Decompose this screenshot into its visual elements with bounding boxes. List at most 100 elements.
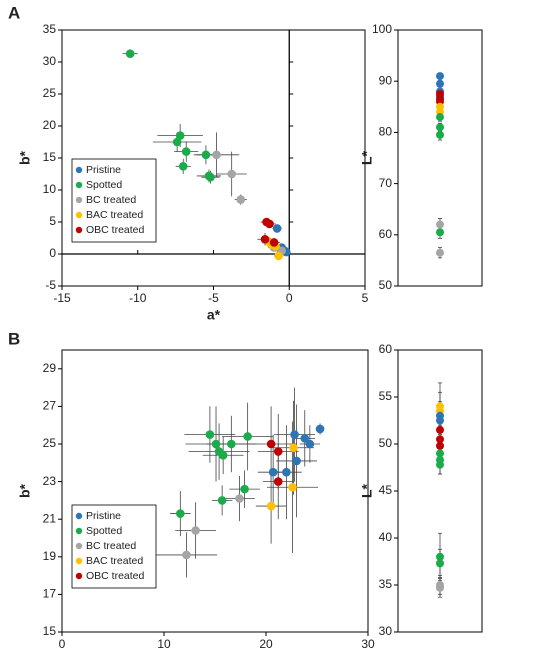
legend-marker [75, 181, 83, 189]
point [205, 430, 215, 439]
legend-label: Pristine [86, 164, 121, 176]
point [268, 467, 278, 477]
y-tick-label: 25 [43, 436, 57, 450]
point [436, 441, 444, 450]
x-tick-label: -5 [208, 291, 219, 305]
point [269, 238, 279, 247]
point [315, 424, 325, 434]
legend-label: BC treated [86, 540, 136, 552]
point [265, 219, 274, 229]
point [436, 113, 444, 122]
y-tick-label: 70 [379, 176, 393, 190]
legend-label: Spotted [86, 179, 122, 191]
legend-marker [75, 211, 83, 219]
legend-label: OBC treated [86, 224, 145, 236]
point [125, 49, 135, 58]
point [290, 430, 299, 439]
point [217, 496, 227, 505]
legend-label: Pristine [86, 510, 121, 522]
legend-label: BAC treated [86, 209, 143, 221]
plot-frame [61, 349, 369, 633]
point [243, 432, 252, 441]
legend-label: Spotted [86, 525, 122, 537]
y-tick-label: 60 [379, 227, 393, 241]
point [436, 552, 444, 561]
y-tick-label: 20 [43, 118, 57, 132]
point [436, 123, 444, 132]
point [436, 220, 444, 229]
legend-marker [75, 542, 83, 550]
point [288, 482, 297, 492]
point [235, 494, 244, 503]
y-tick-label: 30 [43, 54, 57, 68]
y-tick-label: 30 [379, 624, 393, 638]
point [273, 447, 283, 456]
point [300, 434, 310, 443]
point [181, 147, 191, 156]
point [436, 425, 444, 434]
point [178, 162, 188, 171]
point [218, 450, 228, 460]
y-tick-label: 29 [43, 361, 57, 375]
point [436, 449, 444, 458]
x-tick-label: 10 [157, 637, 171, 650]
point [272, 224, 282, 233]
y-tick-label: 45 [379, 483, 393, 497]
y-tick-label: 90 [379, 73, 393, 87]
y-tick-label: 10 [43, 182, 57, 196]
legend-marker [75, 572, 83, 580]
y-tick-label: 23 [43, 474, 57, 488]
point [182, 550, 191, 560]
x-axis-title: a* [207, 307, 221, 323]
y-axis-title: L* [359, 483, 375, 498]
y-tick-label: 15 [43, 150, 57, 164]
y-tick-label: 0 [49, 246, 56, 260]
point [172, 137, 182, 147]
point [266, 439, 276, 449]
y-tick-label: 60 [379, 342, 393, 356]
y-tick-label: 35 [379, 577, 393, 591]
point [436, 248, 444, 257]
y-tick-label: 5 [49, 214, 56, 228]
point [227, 439, 236, 449]
y-tick-label: 21 [43, 511, 57, 525]
legend-label: BAC treated [86, 555, 143, 567]
point [305, 439, 315, 449]
point [436, 130, 444, 139]
legend-box [71, 158, 157, 243]
plot-frame [397, 29, 483, 287]
y-axis-title: b* [17, 150, 33, 165]
point [436, 435, 444, 444]
y-tick-label: -5 [45, 278, 56, 292]
y-tick-label: 25 [43, 86, 57, 100]
legend-label: OBC treated [86, 570, 145, 582]
point [191, 526, 200, 535]
y-axis-title: b* [17, 483, 33, 498]
legend-box [71, 504, 157, 589]
point [273, 477, 283, 486]
y-tick-label: 50 [379, 436, 393, 450]
point [292, 456, 301, 466]
x-tick-label: -10 [129, 291, 147, 305]
y-tick-label: 15 [43, 624, 57, 638]
point [240, 484, 249, 494]
point [436, 583, 444, 592]
point [212, 150, 221, 160]
legend-marker [75, 527, 83, 535]
point [436, 228, 444, 237]
y-tick-label: 35 [43, 22, 57, 36]
y-tick-label: 19 [43, 549, 57, 563]
point [175, 131, 185, 140]
legend-marker [75, 166, 83, 174]
point [436, 90, 444, 98]
y-tick-label: 55 [379, 389, 393, 403]
point [206, 172, 215, 182]
x-tick-label: 5 [362, 291, 369, 305]
point [436, 416, 444, 425]
point [211, 439, 221, 449]
point [289, 443, 298, 453]
legend-marker [75, 512, 83, 520]
panel-label: A [8, 3, 20, 22]
panel-label: B [8, 329, 20, 348]
